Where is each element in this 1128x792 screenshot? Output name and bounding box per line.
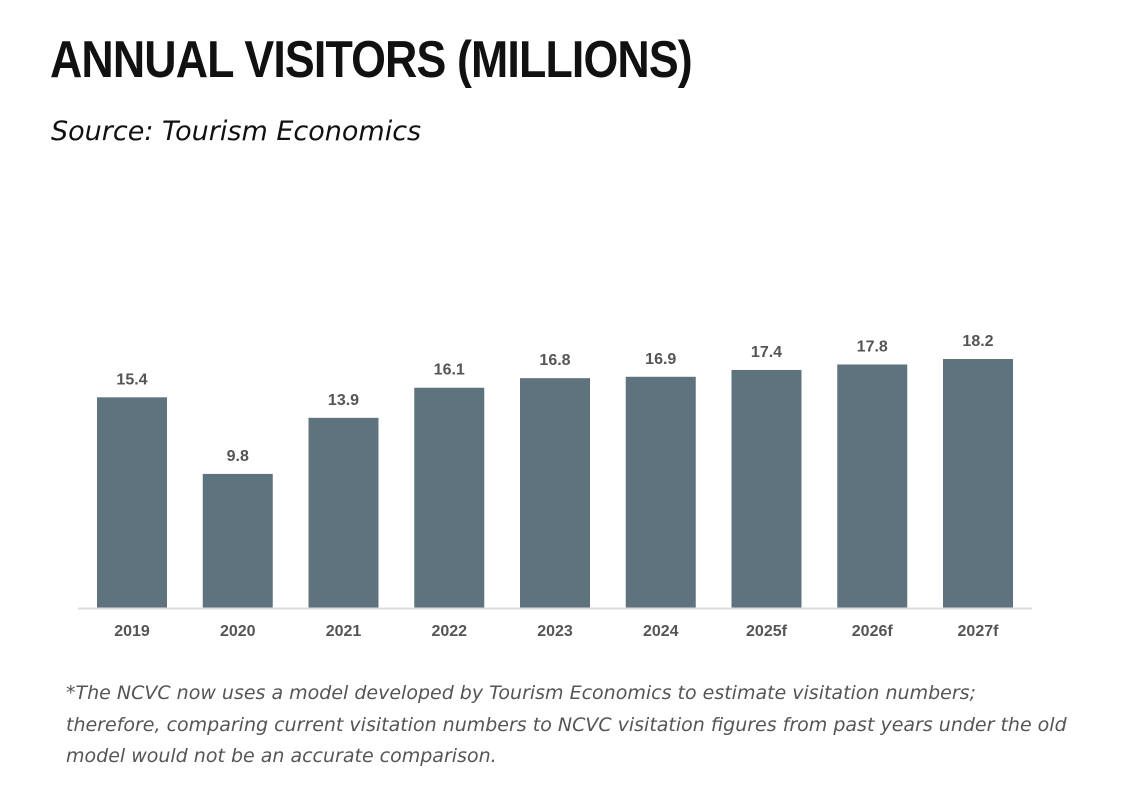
data-label-2020: 9.8 <box>227 448 249 465</box>
bar-2021 <box>308 417 379 608</box>
bar-2023 <box>520 378 590 608</box>
bars-group <box>97 359 1013 608</box>
bar-chart: 15.4 9.8 13.9 16.1 16.8 16.9 17.4 17.8 18.2 2019… <box>78 333 1032 640</box>
x-tick-label-2020: 2020 <box>220 623 256 640</box>
x-tick-label-2026f: 2026f <box>852 623 894 640</box>
footnote: *The NCVC now uses a model developed by … <box>66 682 1067 767</box>
data-label-2024: 16.9 <box>645 351 676 368</box>
chart-title: ANNUAL VISITORS (MILLIONS) <box>50 31 693 89</box>
data-label-2025f: 17.4 <box>751 344 782 361</box>
bar-2025f <box>731 369 802 608</box>
data-label-2026f: 17.8 <box>857 338 888 355</box>
bar-2026f <box>837 364 908 608</box>
x-tick-label-2027f: 2027f <box>958 623 1000 640</box>
data-label-2023: 16.8 <box>539 352 570 369</box>
data-label-2019: 15.4 <box>116 371 147 388</box>
x-tick-label-2019: 2019 <box>114 623 150 640</box>
bar-2024 <box>625 376 696 608</box>
x-tick-label-2022: 2022 <box>431 623 467 640</box>
x-tick-label-2021: 2021 <box>326 623 362 640</box>
bar-2019 <box>97 397 167 608</box>
data-label-2027f: 18.2 <box>962 333 993 350</box>
x-tick-label-2023: 2023 <box>537 623 573 640</box>
bar-2022 <box>414 387 485 608</box>
value-labels-group: 15.4 9.8 13.9 16.1 16.8 16.9 17.4 17.8 18.2 <box>116 333 993 465</box>
x-tick-label-2024: 2024 <box>643 623 679 640</box>
x-tick-labels-group: 2019 2020 2021 2022 2023 2024 2025f 2026f 2027f <box>114 623 999 640</box>
chart-subtitle: Source: Tourism Economics <box>51 116 422 147</box>
x-tick-label-2025f: 2025f <box>746 623 788 640</box>
bar-2020 <box>202 473 273 608</box>
bar-2027f <box>943 359 1013 608</box>
data-label-2022: 16.1 <box>434 362 465 379</box>
data-label-2021: 13.9 <box>328 392 359 409</box>
